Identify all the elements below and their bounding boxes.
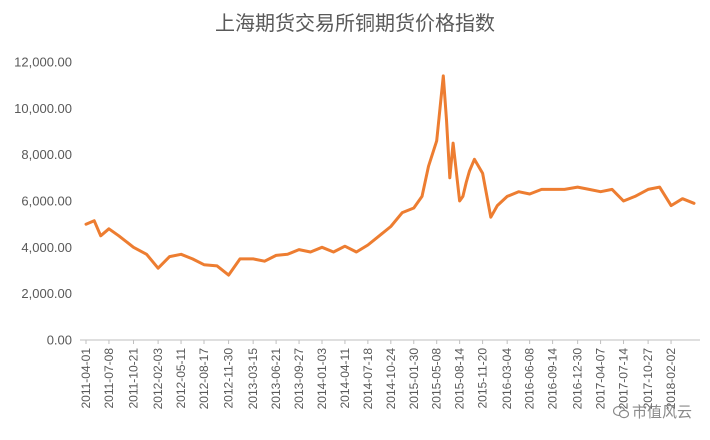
series-line [84,74,696,277]
x-tick-label: 2013-03-15 [246,348,260,410]
x-tick-label: 2015-05-08 [430,348,444,410]
x-tick-label: 2012-11-30 [222,348,236,409]
x-tick-label: 2017-04-07 [594,348,608,410]
x-tick-label: 2016-03-04 [500,348,514,410]
y-tick-label: 6,000.00 [21,194,72,209]
x-tick-label: 2011-07-08 [102,348,116,409]
x-tick-label: 2015-01-30 [407,348,421,410]
chart-title: 上海期货交易所铜期货价格指数 [215,11,495,35]
x-tick-label: 2017-10-27 [641,348,655,410]
x-tick-label: 2018-02-02 [664,348,678,410]
x-tick-label: 2016-12-30 [571,348,585,410]
x-tick-label: 2012-05-11 [174,348,188,409]
y-tick-label: 12,000.00 [14,55,72,70]
x-tick-label: 2013-06-21 [269,348,283,410]
watermark-text: 市值风云 [631,403,692,421]
x-tick-label: 2014-01-03 [315,348,329,410]
x-axis: 2011-04-01 2011-07-08 2011-10-21 2012-02-03… [79,340,678,409]
x-tick-label: 2012-02-03 [151,348,165,410]
x-tick-label: 2011-10-21 [127,348,141,409]
y-tick-label: 10,000.00 [14,101,72,116]
x-tick-label: 2011-04-01 [79,348,93,409]
x-tick-label: 2014-04-11 [338,348,352,409]
y-tick-label: 0.00 [47,333,72,348]
x-tick-label: 2016-09-14 [546,348,560,410]
x-tick-label: 2015-08-14 [453,348,467,410]
x-tick-label: 2016-06-08 [523,348,537,410]
x-tick-label: 2014-10-24 [384,348,398,410]
y-axis: 0.00 2,000.00 4,000.00 6,000.00 8,000.00 10,0… [14,55,72,348]
x-tick-label: 2012-08-17 [197,348,211,410]
y-tick-label: 8,000.00 [21,147,72,162]
x-tick-label: 2014-07-18 [361,348,375,410]
y-tick-label: 4,000.00 [21,240,72,255]
watermark: 市值风云 [612,401,692,422]
x-tick-label: 2015-11-20 [476,348,490,409]
x-tick-label: 2013-09-27 [292,348,306,410]
x-tick-label: 2017-07-14 [617,348,631,410]
chat-bubble-icon [612,405,629,419]
y-tick-label: 2,000.00 [21,286,72,301]
